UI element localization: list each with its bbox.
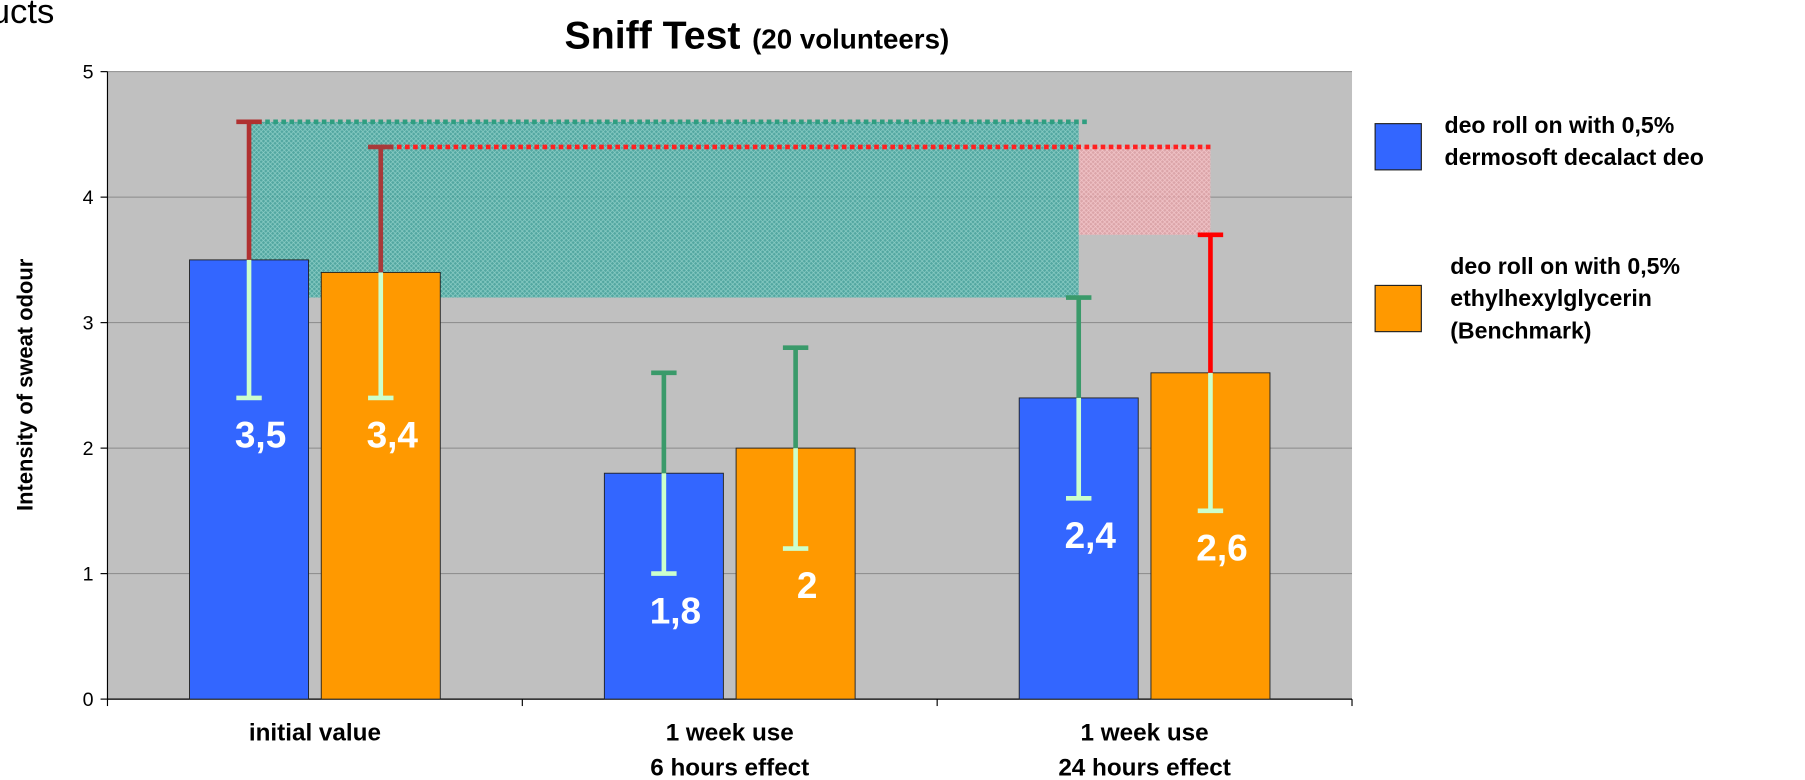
- x-tick-label: 1 week use 24 hours effect: [1058, 720, 1231, 780]
- y-tick-label: 0: [83, 689, 94, 711]
- legend-label: deo roll on with 0,5% ethylhexylglycerin(…: [1450, 253, 1680, 344]
- legend-label: deo roll on with 0,5% dermosoft decalact …: [1444, 112, 1703, 170]
- chart-title-group: Sniff Test (20 volunteers): [565, 14, 950, 58]
- data-label: 3,5: [235, 415, 286, 456]
- legend-swatch: [1374, 284, 1422, 333]
- data-label: 2,4: [1065, 515, 1117, 556]
- highlight-band: [1078, 146, 1211, 235]
- data-label: 3,4: [367, 415, 419, 456]
- data-label: 2,6: [1196, 528, 1247, 569]
- y-axis-label: Intensity of sweat odour: [12, 258, 37, 511]
- highlight-band: [249, 121, 1079, 298]
- data-label: 2: [797, 565, 818, 606]
- y-tick-label: 2: [83, 438, 94, 460]
- data-label: 1,8: [650, 590, 701, 631]
- page-fragment: ucts: [0, 0, 54, 31]
- legend-swatch: [1374, 123, 1422, 171]
- x-tick-label: initial value: [249, 720, 381, 747]
- y-tick-label: 4: [83, 187, 94, 209]
- chart-subtitle: (20 volunteers): [752, 24, 949, 55]
- x-tick-label: 1 week use 6 hours effect: [650, 720, 809, 780]
- y-tick-label: 5: [83, 62, 94, 84]
- y-tick-label: 3: [83, 313, 94, 335]
- y-tick-label: 1: [83, 564, 94, 586]
- chart-title: Sniff Test: [565, 14, 741, 58]
